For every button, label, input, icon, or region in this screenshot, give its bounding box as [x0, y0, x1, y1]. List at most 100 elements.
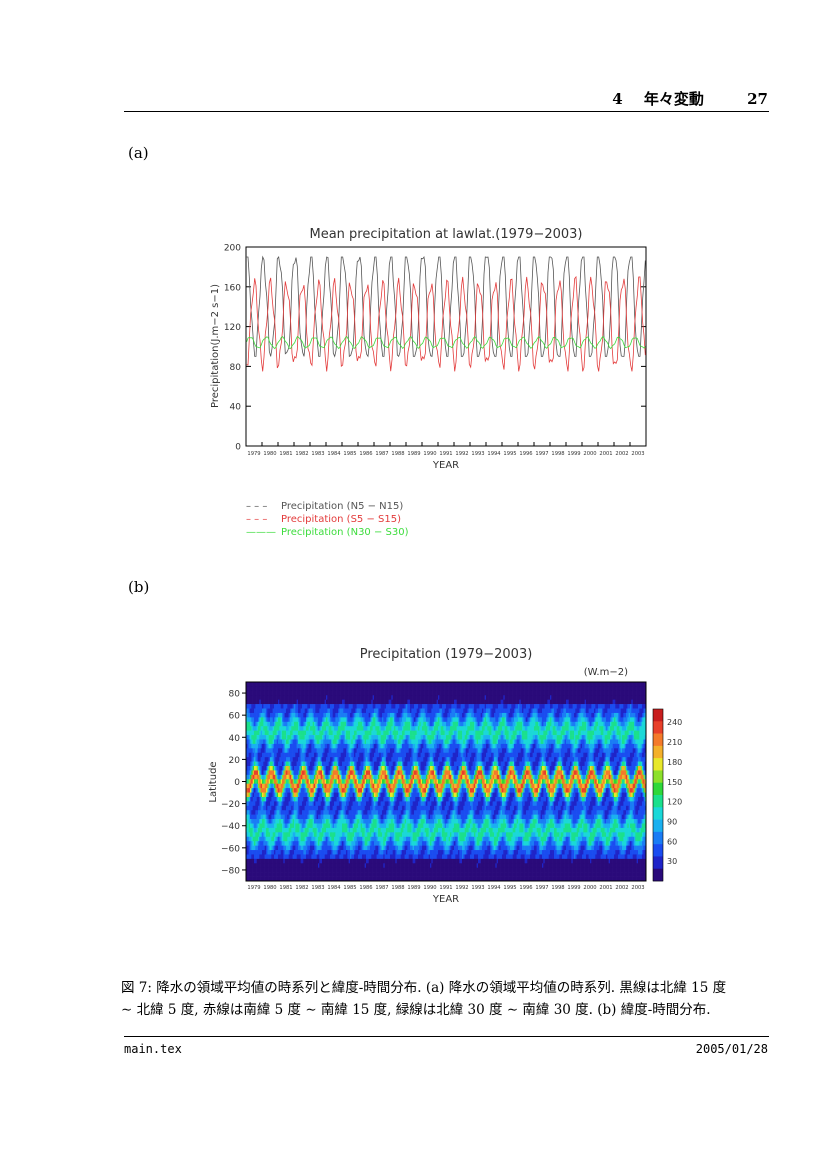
heatmap-cell	[352, 717, 355, 723]
heatmap-cell	[315, 704, 317, 709]
heatmap-cell	[579, 695, 581, 700]
heatmap-cell	[568, 721, 571, 727]
heatmap-cell	[644, 726, 647, 731]
heatmap-cell	[420, 690, 423, 696]
chart-b-unit-label: (W.m−2)	[584, 667, 628, 678]
heatmap-cell	[496, 695, 499, 700]
heatmap-cell	[502, 682, 504, 687]
heatmap-cell	[548, 708, 551, 714]
heatmap-cell	[408, 695, 411, 700]
heatmap-cell	[638, 686, 640, 692]
heatmap-cell	[439, 721, 441, 727]
heatmap-cell	[599, 682, 601, 687]
heatmap-cell	[246, 699, 248, 705]
heatmap-cell	[472, 717, 475, 723]
heatmap-cell	[619, 712, 621, 718]
heatmap-cell	[352, 682, 355, 687]
heatmap-cell	[639, 726, 641, 731]
heatmap-cell	[484, 699, 487, 705]
heatmap-cell	[532, 721, 535, 727]
heatmap-cell	[270, 726, 272, 731]
heatmap-cell	[486, 695, 488, 700]
heatmap-cell	[478, 695, 480, 700]
heatmap-cell	[298, 721, 300, 727]
heatmap-cell	[622, 682, 624, 687]
heatmap-cell	[568, 704, 571, 709]
heatmap-cell	[372, 695, 375, 700]
heatmap-cell	[396, 686, 399, 692]
heatmap-cell	[519, 695, 521, 700]
heatmap-cell	[519, 708, 521, 714]
heatmap-cell	[252, 682, 255, 687]
heatmap-cell	[475, 690, 477, 696]
heatmap-cell	[327, 708, 329, 714]
heatmap-cell	[324, 721, 327, 727]
heatmap-cell	[255, 699, 257, 705]
heatmap-cell	[563, 686, 565, 692]
heatmap-cell	[642, 695, 644, 700]
chart-a-xtick-label: 1997	[535, 451, 548, 457]
heatmap-cell	[306, 717, 308, 723]
heatmap-cell	[618, 699, 620, 705]
heatmap-cell	[346, 699, 348, 705]
heatmap-cell	[416, 721, 419, 727]
heatmap-cell	[439, 695, 441, 700]
heatmap-cell	[347, 704, 349, 709]
heatmap-cell	[519, 699, 521, 705]
heatmap-cell	[336, 712, 339, 718]
heatmap-cell	[639, 686, 641, 692]
heatmap-cell	[618, 695, 620, 700]
heatmap-cell	[550, 686, 552, 692]
heatmap-cell	[408, 699, 411, 705]
heatmap-cell	[272, 721, 275, 727]
heatmap-cell	[604, 726, 607, 731]
heatmap-cell	[414, 682, 416, 687]
heatmap-cell	[327, 690, 329, 696]
heatmap-cell	[319, 717, 321, 723]
heatmap-cell	[336, 695, 339, 700]
heatmap-cell	[566, 699, 568, 705]
heatmap-cell	[484, 690, 487, 696]
heatmap-cell	[504, 699, 507, 705]
heatmap-cell	[460, 726, 463, 731]
heatmap-cell	[619, 704, 621, 709]
heatmap-cell	[295, 704, 297, 709]
chart-a-xtick-label: 1999	[567, 451, 580, 457]
heatmap-cell	[248, 686, 251, 692]
heatmap-cell	[435, 704, 437, 709]
heatmap-cell	[603, 690, 605, 696]
heatmap-cell	[526, 708, 528, 714]
heatmap-cell	[443, 690, 445, 696]
heatmap-cell	[312, 699, 315, 705]
heatmap-cell	[640, 708, 643, 714]
heatmap-cell	[602, 695, 604, 700]
heatmap-cell	[546, 721, 548, 727]
heatmap-cell	[475, 712, 477, 718]
chart-a-xtick-label: 2000	[583, 451, 596, 457]
heatmap-cell	[607, 682, 609, 687]
heatmap-cell	[644, 682, 647, 687]
heatmap-cell	[524, 695, 527, 700]
heatmap-cell	[308, 721, 311, 727]
heatmap-cell	[406, 699, 408, 705]
heatmap-cell	[479, 682, 481, 687]
heatmap-cell	[316, 704, 319, 709]
heatmap-cell	[480, 690, 483, 696]
heatmap-cell	[443, 726, 445, 731]
heatmap-cell	[640, 695, 643, 700]
heatmap-cell	[400, 690, 403, 696]
heatmap-cell	[474, 708, 476, 714]
heatmap-cell	[596, 721, 599, 727]
heatmap-cell	[344, 704, 347, 709]
heatmap-cell	[531, 712, 533, 718]
heatmap-cell	[555, 690, 557, 696]
heatmap-cell	[614, 690, 616, 696]
heatmap-cell	[510, 712, 512, 718]
heatmap-cell	[310, 726, 312, 731]
heatmap-cell	[400, 708, 403, 714]
heatmap-cell	[596, 708, 599, 714]
heatmap-cell	[332, 717, 335, 723]
heatmap-cell	[274, 708, 276, 714]
heatmap-cell	[391, 682, 393, 687]
heatmap-cell	[318, 726, 320, 731]
